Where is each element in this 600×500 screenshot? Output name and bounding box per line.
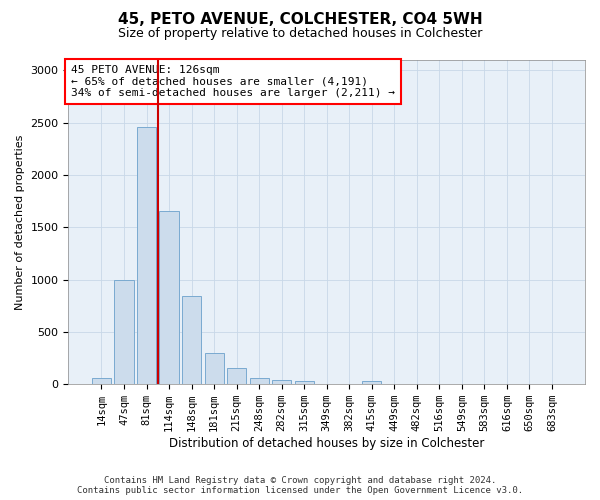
Bar bbox=[137, 127, 156, 384]
Bar bbox=[205, 353, 224, 384]
Bar bbox=[115, 280, 134, 384]
Y-axis label: Number of detached properties: Number of detached properties bbox=[15, 134, 25, 310]
Text: Contains HM Land Registry data © Crown copyright and database right 2024.
Contai: Contains HM Land Registry data © Crown c… bbox=[77, 476, 523, 495]
Bar bbox=[92, 378, 111, 384]
Bar bbox=[250, 378, 269, 384]
Bar bbox=[182, 296, 201, 384]
Bar bbox=[362, 380, 382, 384]
Bar bbox=[160, 210, 179, 384]
Bar bbox=[295, 381, 314, 384]
Text: 45, PETO AVENUE, COLCHESTER, CO4 5WH: 45, PETO AVENUE, COLCHESTER, CO4 5WH bbox=[118, 12, 482, 28]
X-axis label: Distribution of detached houses by size in Colchester: Distribution of detached houses by size … bbox=[169, 437, 484, 450]
Text: Size of property relative to detached houses in Colchester: Size of property relative to detached ho… bbox=[118, 28, 482, 40]
Bar bbox=[227, 368, 246, 384]
Bar bbox=[272, 380, 291, 384]
Text: 45 PETO AVENUE: 126sqm
← 65% of detached houses are smaller (4,191)
34% of semi-: 45 PETO AVENUE: 126sqm ← 65% of detached… bbox=[71, 65, 395, 98]
